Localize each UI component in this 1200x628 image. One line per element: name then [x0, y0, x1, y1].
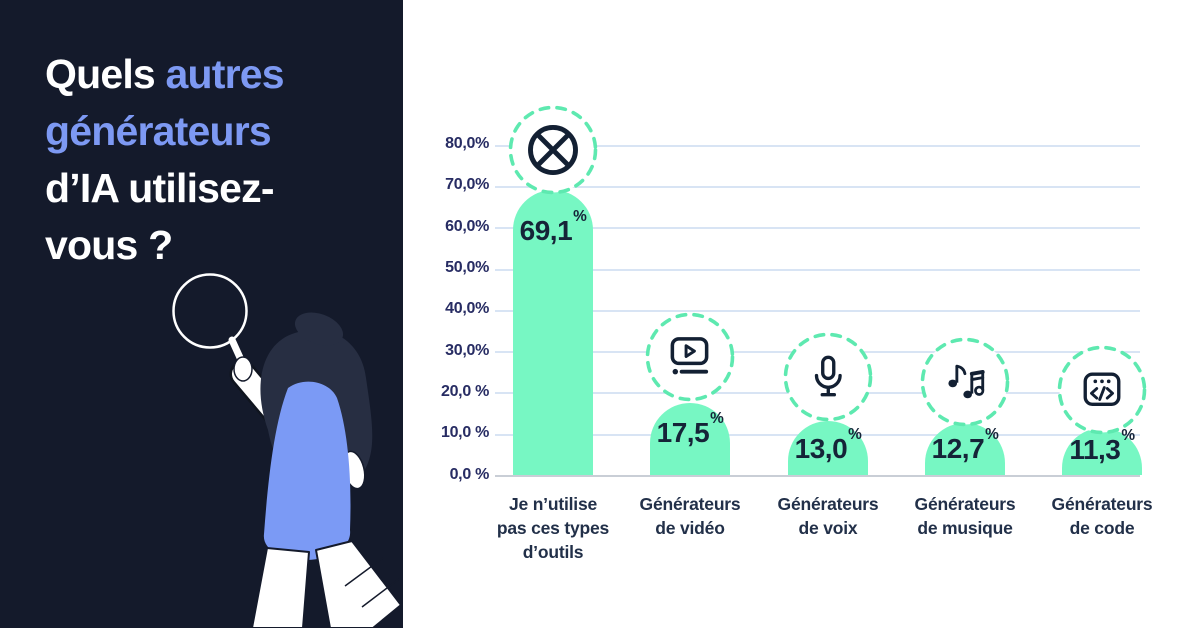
title-accent: autres: [154, 51, 285, 97]
gridline: [495, 185, 1140, 188]
y-axis-tick-label: 50,0%: [445, 259, 489, 276]
y-axis-tick-label: 60,0%: [445, 217, 489, 235]
y-axis-tick-label: 30,0%: [445, 341, 489, 359]
category-label: Générateurs de vidéo: [639, 494, 741, 538]
y-axis-tick-label: 40,0%: [445, 300, 489, 318]
y-axis-tick-label: 0,0 %: [449, 465, 490, 483]
bar: [788, 421, 868, 475]
bar: [650, 402, 730, 475]
left-panel: Quels autres générateurs d’IA utilisez- …: [0, 0, 403, 628]
title-white: vous ?: [45, 222, 173, 268]
y-axis-tick-label: 70,0%: [445, 176, 489, 194]
category-label: Je n’utilise pas ces types d’outils: [496, 494, 610, 562]
gridline: [495, 309, 1140, 312]
no-symbol-icon: [507, 104, 599, 196]
gridline: [495, 144, 1140, 147]
bar: [513, 189, 593, 475]
code-icon: [1056, 344, 1148, 436]
page-title: Quels autres générateurs d’IA utilisez- …: [45, 46, 375, 274]
y-axis-tick-label: 80,0%: [445, 135, 489, 153]
music-notes-icon: [919, 336, 1011, 428]
y-axis-tick-label: 10,0 %: [440, 424, 489, 442]
microphone-icon: [782, 331, 874, 423]
x-axis-line: [495, 475, 1140, 478]
gridline: [495, 268, 1140, 271]
bar-value-label: 69,1%: [519, 208, 587, 246]
video-player-icon: [644, 311, 736, 403]
magnifying-glass-icon: [172, 273, 248, 349]
bar-value-label: 11,3%: [1069, 427, 1135, 465]
category-label: Générateurs de code: [1051, 494, 1153, 538]
bar-value-label: 17,5%: [656, 410, 724, 448]
title-white: d’IA utilisez-: [45, 165, 275, 211]
title-accent: générateurs: [45, 108, 272, 154]
title-white: Quels: [45, 51, 156, 97]
category-label: Générateurs de voix: [777, 494, 879, 538]
category-label: Générateurs de musique: [914, 494, 1016, 538]
bar-value-label: 12,7%: [931, 426, 999, 464]
bar-group-voice: 13,0% Générateurs de voix: [753, 0, 903, 628]
y-axis-tick-label: 20,0 %: [440, 382, 489, 400]
gridline: [495, 227, 1140, 230]
bar-value-label: 13,0%: [794, 426, 862, 464]
bar-group-music: 12,7% Générateurs de musique: [890, 0, 1040, 628]
bar-group-video: 17,5% Générateurs de vidéo: [615, 0, 765, 628]
bar-group-code: 11,3% Générateurs de code: [1027, 0, 1177, 628]
bar-group-no-tools: 69,1% Je n’utilise pas ces types d’outil…: [478, 0, 628, 628]
bar-chart: 80,0% 70,0% 60,0% 50,0% 40,0% 30,0% 20,0 % 10,0…: [403, 0, 1200, 628]
person-magnifier-illustration: [172, 273, 402, 628]
